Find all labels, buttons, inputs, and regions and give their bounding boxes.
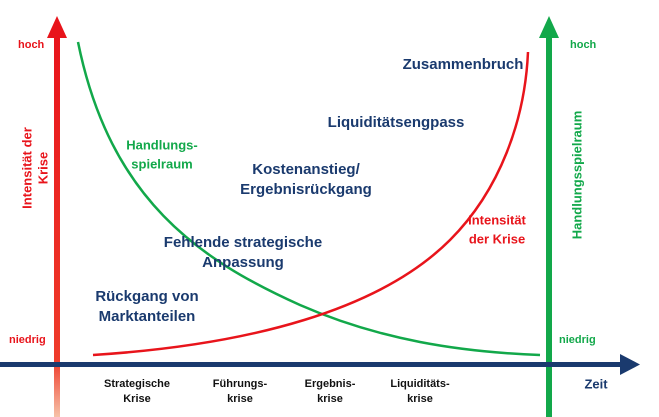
stage-label: krise (407, 393, 433, 405)
stage-label: krise (227, 393, 253, 405)
axis-title: Zeit (584, 376, 608, 391)
low-label: niedrig (559, 334, 596, 346)
curve-label: der Krise (469, 231, 525, 246)
latitude-axis (546, 36, 552, 417)
stage-label: Krise (123, 393, 151, 405)
phase-label: Fehlende strategische (164, 234, 322, 251)
latitude-curve (76, 41, 541, 357)
time-arrow (620, 354, 640, 375)
stage-label: Strategische (104, 378, 170, 390)
high-label: hoch (570, 39, 597, 51)
phase-label: Marktanteilen (99, 308, 196, 325)
axis-title: Handlungsspielraum (569, 111, 584, 240)
latitude-arrow (539, 16, 559, 38)
curve-label: Handlungs- (126, 137, 198, 152)
phase-label: Kostenanstieg/ (252, 161, 360, 178)
phase-label: Rückgang von (95, 288, 198, 305)
stage-label: krise (317, 393, 343, 405)
phase-label: Ergebnisrückgang (240, 181, 372, 198)
phase-label: Anpassung (202, 254, 284, 271)
axis-title: Krise (35, 152, 50, 185)
intensity-curve (92, 51, 530, 357)
time-axis (0, 362, 622, 367)
phase-label: Liquiditätsengpass (328, 114, 465, 131)
high-label: hoch (18, 39, 45, 51)
phase-label: Zusammenbruch (403, 56, 524, 73)
stage-label: Liquiditäts- (390, 378, 450, 390)
curve-label: spielraum (131, 156, 192, 171)
axis-title: Intensität der (19, 127, 34, 209)
stage-label: Führungs- (213, 378, 268, 390)
curve-label: Intensität (468, 212, 526, 227)
stage-label: Ergebnis- (305, 378, 356, 390)
low-label: niedrig (9, 334, 46, 346)
intensity-axis (54, 36, 60, 417)
intensity-arrow (47, 16, 67, 38)
